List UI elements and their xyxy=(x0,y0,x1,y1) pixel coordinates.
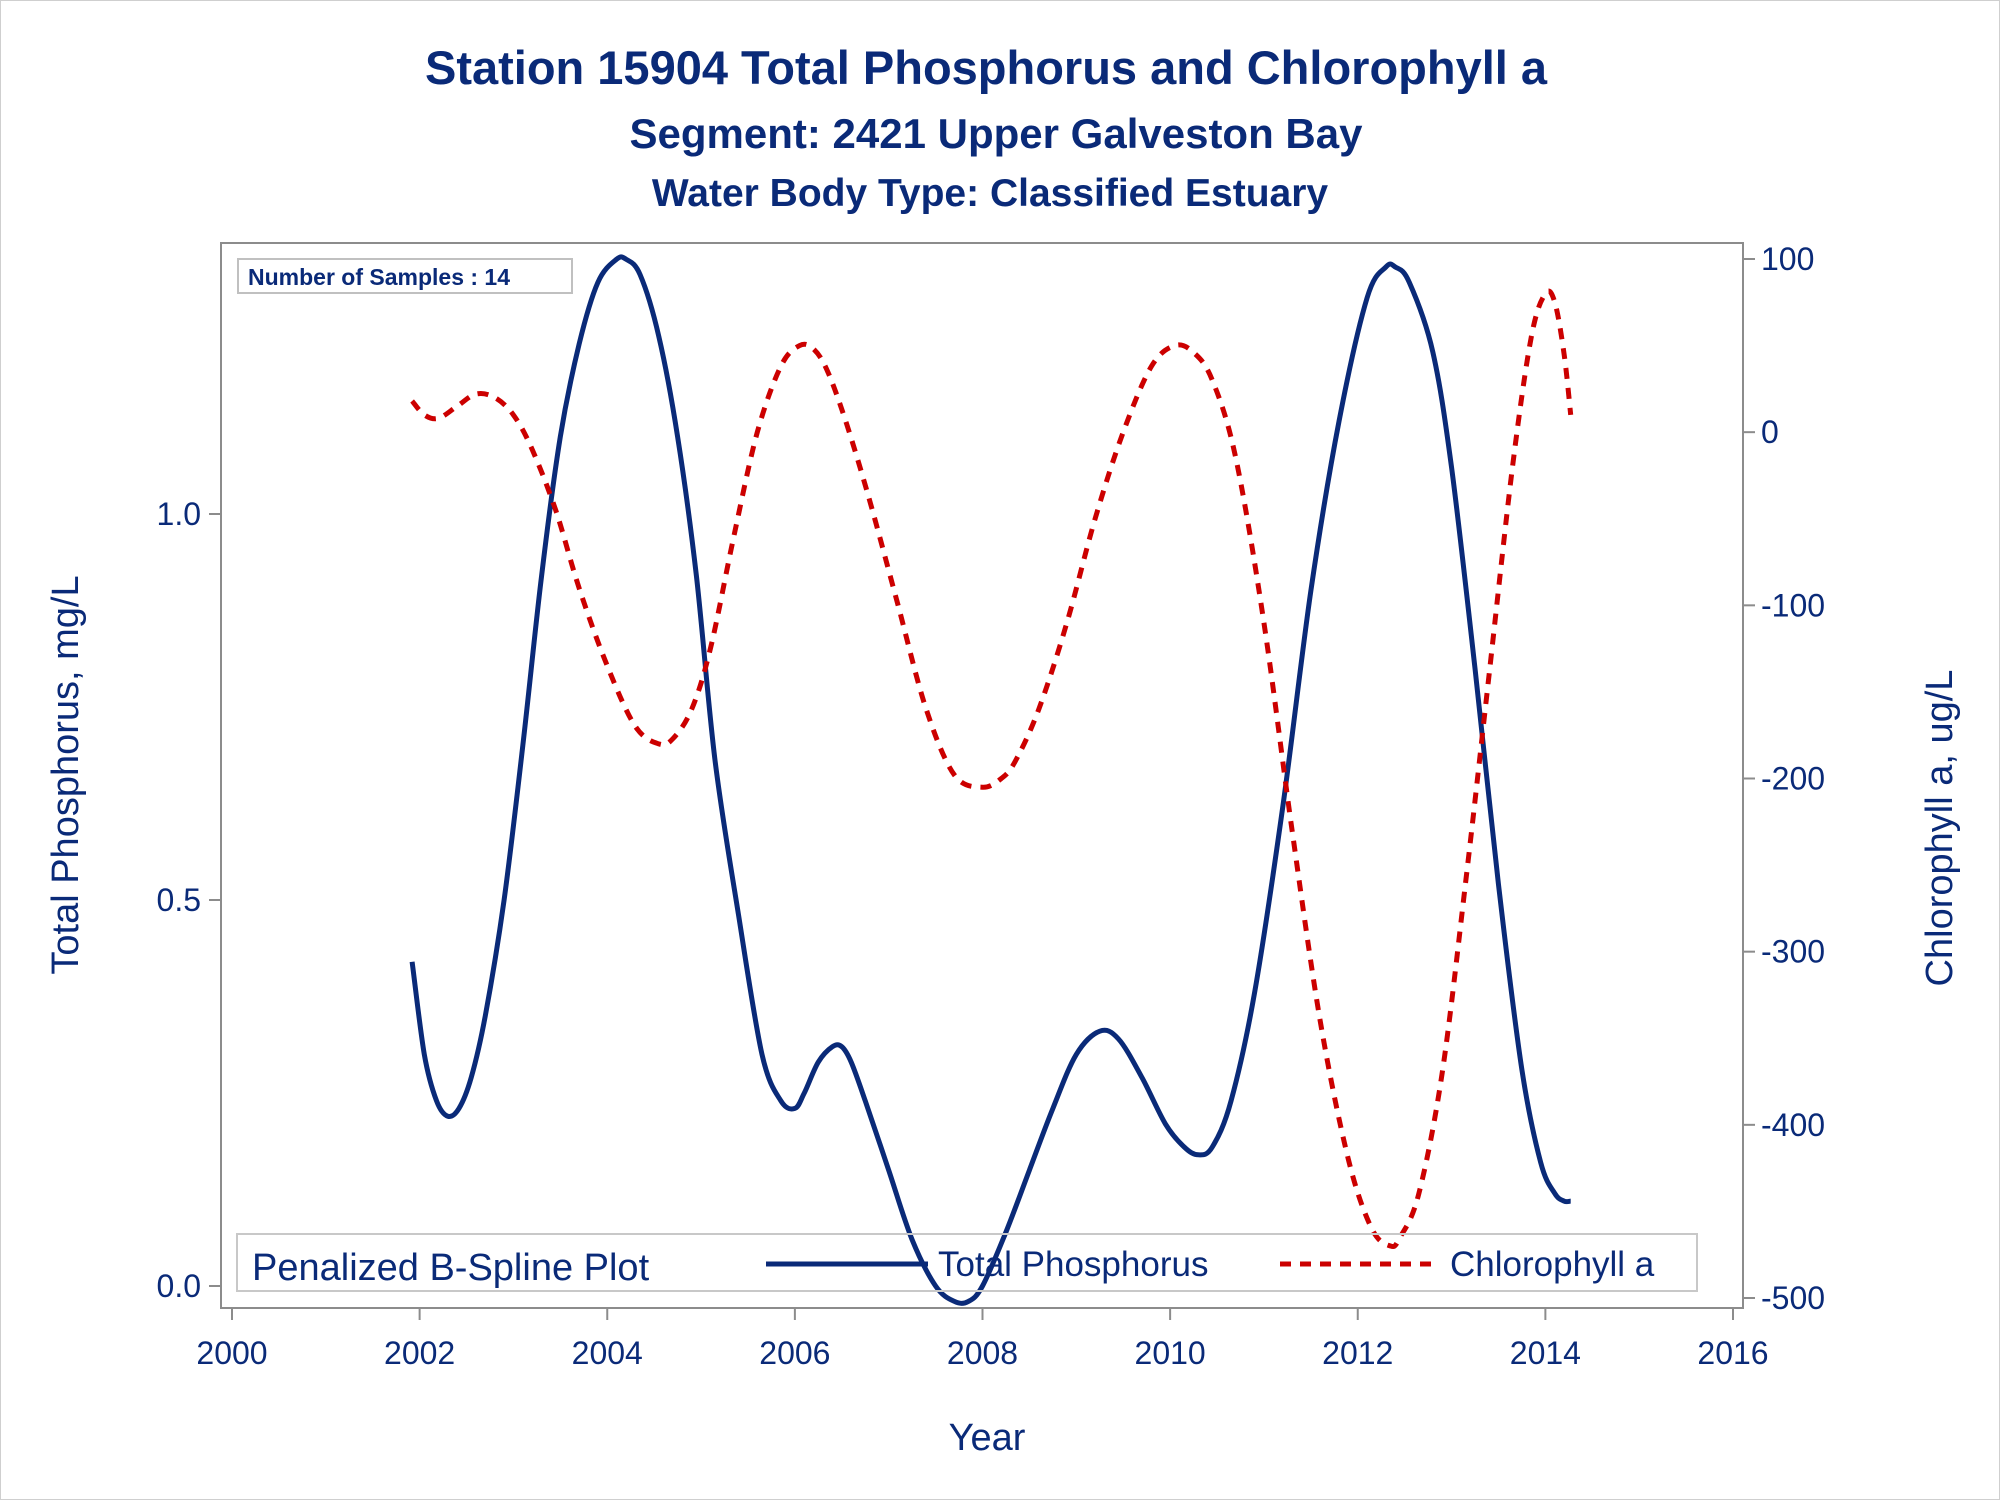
y2-tick-label: -200 xyxy=(1761,761,1825,797)
x-tick-label: 2014 xyxy=(1510,1335,1581,1371)
sample-count-inset: Number of Samples : 14 xyxy=(237,258,573,294)
y2-tick-label: -500 xyxy=(1761,1280,1825,1316)
y2-tick-label: 0 xyxy=(1761,414,1779,450)
y2-tick-label: -100 xyxy=(1761,587,1825,623)
x-tick-label: 2008 xyxy=(947,1335,1018,1371)
y2-tick-label: -400 xyxy=(1761,1107,1825,1143)
chart-subtitle-2: Water Body Type: Classified Estuary xyxy=(652,172,1328,215)
x-tick-label: 2004 xyxy=(572,1335,643,1371)
x-axis: 2000 2002 2004 2006 2008 2010 2012 2014 2016 xyxy=(196,1308,1769,1371)
x-tick-label: 2010 xyxy=(1135,1335,1206,1371)
legend-label-chlorophyll: Chlorophyll a xyxy=(1450,1245,1655,1284)
series-layer xyxy=(409,254,1574,1306)
y-tick-label: 1.0 xyxy=(157,496,201,532)
x-tick-label: 2006 xyxy=(759,1335,830,1371)
x-tick-label: 2000 xyxy=(196,1335,267,1371)
chart-subtitle: Segment: 2421 Upper Galveston Bay xyxy=(630,110,1364,157)
x-tick-label: 2016 xyxy=(1697,1335,1768,1371)
y-axis-label: Total Phosphorus, mg/L xyxy=(45,575,87,974)
x-tick-label: 2012 xyxy=(1322,1335,1393,1371)
y-tick-label: 0.5 xyxy=(157,882,201,918)
y-axis-right: -500 -400 -300 -200 -100 0 100 xyxy=(1743,241,1825,1316)
y2-axis-label: Chlorophyll a, ug/L xyxy=(1919,670,1961,987)
chart-title: Station 15904 Total Phosphorus and Chlor… xyxy=(425,41,1548,94)
y-axis-left: 0.0 0.5 1.0 xyxy=(157,496,221,1304)
plot-area xyxy=(220,242,1744,1309)
y-tick-label: 0.0 xyxy=(157,1268,201,1304)
chart-titles: Station 15904 Total Phosphorus and Chlor… xyxy=(425,41,1548,215)
legend-title: Penalized B-Spline Plot xyxy=(252,1247,650,1289)
legend-box xyxy=(236,1233,1698,1292)
y2-tick-label: -300 xyxy=(1761,934,1825,970)
legend: Penalized B-Spline Plot Total Phosphorus… xyxy=(236,1233,1698,1292)
x-tick-label: 2002 xyxy=(384,1335,455,1371)
legend-label-phosphorus: Total Phosphorus xyxy=(938,1245,1208,1284)
inset-box xyxy=(237,258,573,294)
series-line-chlorophyll-a xyxy=(410,288,1574,1249)
series-line-total-phosphorus xyxy=(409,254,1571,1306)
y2-tick-label: 100 xyxy=(1761,241,1814,277)
inset-text: Number of Samples : 14 xyxy=(248,264,510,290)
x-axis-label: Year xyxy=(949,1417,1026,1459)
